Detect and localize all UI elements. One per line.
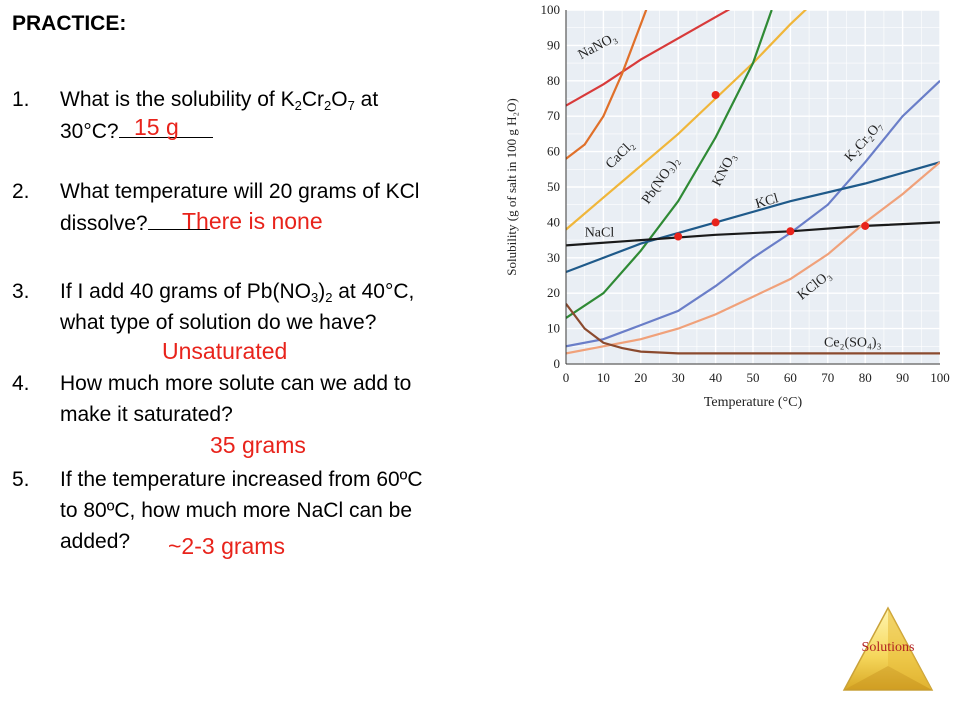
x-tick-label: 90 [896, 370, 909, 385]
series-line [566, 80, 940, 348]
y-axis-label: Solubility (g of salt in 100 g H₂O) [504, 98, 519, 276]
question-text: added? [60, 530, 131, 553]
series-label: NaCl [585, 226, 615, 241]
x-tick-label: 100 [930, 370, 950, 385]
data-point-marker [711, 90, 720, 99]
series-line [566, 221, 940, 247]
data-point-marker [861, 221, 870, 230]
answer-1: 15 g [134, 114, 179, 140]
question-text: O [331, 88, 348, 111]
y-tick-label: 70 [547, 108, 560, 123]
question-text: What is the solubility of K [60, 88, 295, 111]
solubility-chart: 0 10 20 30 40 50 60 70 80 90 100 0 10 20 30 40 50 60 70 80 9… [504, 2, 950, 410]
series-line [566, 161, 940, 355]
answer-blank [147, 207, 210, 230]
question-text: Cr [301, 88, 325, 111]
x-tick-label: 20 [634, 370, 647, 385]
series-line [566, 303, 940, 355]
y-tick-label: 10 [547, 321, 560, 336]
data-point-marker [786, 227, 795, 236]
question-text: at [354, 88, 379, 111]
x-axis-label: Temperature (°C) [704, 395, 803, 410]
x-tick-label: 50 [747, 370, 760, 385]
question-text: at 40°C, [332, 280, 415, 303]
x-tick-label: 0 [563, 370, 570, 385]
question-number: 1. [12, 88, 30, 111]
subscript: 2 [324, 98, 332, 113]
subscript: 3 [310, 290, 319, 305]
question-text: to 80ºC, how much more NaCl can be [60, 499, 412, 522]
series-line [566, 10, 731, 107]
series-label: Ce₂(SO₄)₃ [824, 335, 882, 350]
y-tick-label: 50 [547, 179, 560, 194]
y-tick-label: 80 [547, 73, 560, 88]
question-number: 2. [12, 180, 30, 203]
x-tick-label: 70 [821, 370, 834, 385]
series-line [566, 10, 808, 231]
y-tick-label: 20 [547, 285, 560, 300]
series-label: KCl [754, 191, 781, 212]
series-line [566, 10, 773, 319]
question-text: If I add 40 grams of Pb(NO [60, 280, 311, 303]
data-point-marker [711, 218, 720, 227]
question-number: 4. [12, 372, 30, 395]
question-text: What temperature will 20 grams of KCl [60, 180, 420, 203]
y-tick-label: 0 [554, 356, 561, 371]
answer-2: There is none [182, 208, 323, 234]
solutions-nav-label[interactable]: Solutions [861, 640, 915, 655]
subscript: 2 [294, 98, 302, 113]
question-text: dissolve? [60, 212, 148, 235]
question-number: 3. [12, 280, 30, 303]
y-tick-label: 100 [541, 2, 561, 17]
subscript: 7 [347, 98, 355, 113]
question-text: what type of solution do we have? [60, 311, 377, 334]
series-line [566, 10, 648, 160]
question-text: 30°C? [60, 120, 119, 143]
question-text: If the temperature increased from 60ºC [60, 468, 423, 491]
x-tick-label: 10 [597, 370, 610, 385]
x-tick-label: 30 [672, 370, 685, 385]
answer-3: Unsaturated [162, 338, 288, 364]
question-number: 5. [12, 468, 30, 491]
question-text: How much more solute can we add to [60, 372, 412, 395]
question-text: ) [318, 280, 326, 303]
page-heading: PRACTICE: [12, 12, 127, 35]
y-tick-label: 40 [547, 214, 560, 229]
y-tick-label: 30 [547, 250, 560, 265]
solutions-nav-triangle-icon[interactable] [842, 606, 934, 692]
answer-blank [118, 115, 213, 138]
data-point-marker [674, 232, 683, 241]
question-text: make it saturated? [60, 403, 233, 426]
x-tick-label: 60 [784, 370, 797, 385]
answer-4: 35 grams [210, 432, 306, 458]
series-line [566, 161, 940, 274]
y-tick-label: 60 [547, 144, 560, 159]
y-tick-label: 90 [547, 37, 560, 52]
x-tick-label: 40 [709, 370, 722, 385]
x-tick-label: 80 [859, 370, 872, 385]
answer-5: ~2-3 grams [168, 533, 285, 559]
subscript: 2 [325, 290, 333, 305]
